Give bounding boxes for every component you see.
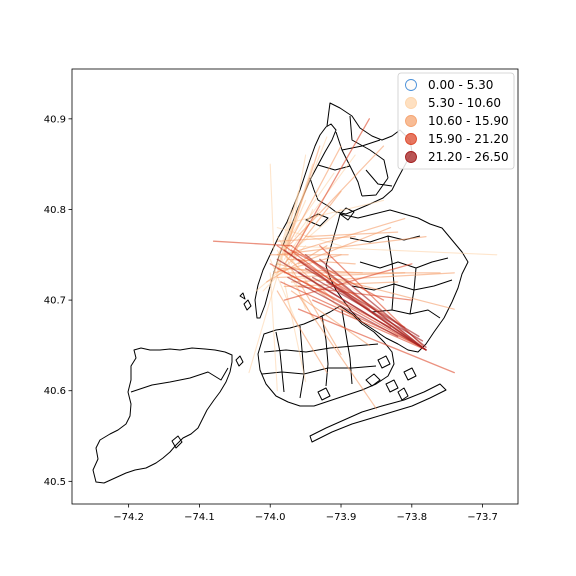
legend: 0.00 - 5.30 5.30 - 10.60 10.60 - 15.90 15.9…	[397, 72, 515, 170]
bronx-district-lines	[317, 115, 393, 197]
legend-marker	[405, 79, 417, 91]
flow-lines	[212, 118, 498, 410]
legend-label: 0.00 - 5.30	[428, 78, 493, 92]
rockaway-outline	[309, 383, 447, 443]
flow-line	[290, 249, 385, 301]
x-axis: −74.2 −74.1 −74.0 −73.9 −73.8 −73.7	[113, 504, 498, 523]
flow-line	[276, 236, 427, 256]
y-tick-label: 40.5	[44, 477, 66, 488]
legend-marker	[405, 115, 417, 127]
x-tick-label: −74.2	[113, 512, 144, 523]
flow-line	[304, 254, 427, 351]
flow-line	[283, 145, 321, 256]
y-tick-label: 40.9	[44, 114, 66, 125]
flow-line	[266, 245, 328, 283]
axes-frame	[71, 68, 519, 505]
flow-line	[311, 276, 424, 342]
flow-line	[287, 276, 399, 338]
legend-marker	[405, 151, 417, 163]
legend-label: 15.90 - 21.20	[428, 132, 509, 146]
legend-box	[397, 72, 515, 170]
legend-marker	[405, 97, 417, 109]
flow-line	[297, 308, 455, 374]
flow-line	[212, 240, 293, 247]
flow-line	[283, 254, 335, 301]
flow-line	[319, 258, 427, 348]
flow-line	[283, 245, 498, 256]
staten-island-outline	[92, 347, 233, 484]
legend-label: 10.60 - 15.90	[428, 114, 509, 128]
flow-line	[276, 236, 356, 242]
flow-line	[269, 272, 278, 392]
x-tick-label: −73.9	[326, 512, 357, 523]
y-axis: 40.5 40.6 40.7 40.8 40.9	[44, 114, 72, 488]
flow-line	[248, 263, 282, 374]
flow-line	[290, 118, 370, 256]
flow-line	[290, 290, 370, 347]
flow-line	[283, 217, 406, 256]
staten-island-marsh	[171, 435, 183, 449]
flow-line	[297, 258, 406, 328]
flow-line	[276, 272, 406, 279]
flow-line	[287, 199, 385, 224]
y-tick-label: 40.8	[44, 205, 66, 216]
x-tick-label: −73.7	[467, 512, 498, 523]
boundary-lines	[92, 102, 469, 484]
small-islands	[235, 292, 252, 367]
legend-marker	[405, 133, 417, 145]
y-tick-label: 40.7	[44, 296, 66, 307]
brooklyn-district-lines	[261, 309, 379, 399]
legend-label: 5.30 - 10.60	[428, 96, 501, 110]
x-tick-label: −73.8	[396, 512, 427, 523]
flow-line	[283, 145, 385, 251]
x-tick-label: −74.1	[184, 512, 215, 523]
flow-line	[276, 190, 300, 265]
y-tick-label: 40.6	[44, 386, 66, 397]
flow-line	[305, 231, 399, 238]
staten-island-district-line	[130, 367, 229, 393]
flow-line	[276, 263, 455, 310]
x-tick-label: −74.0	[255, 512, 286, 523]
flow-line	[273, 254, 342, 274]
flow-line	[269, 163, 275, 251]
flow-line	[297, 272, 427, 351]
flow-line	[326, 281, 427, 351]
flow-line	[312, 299, 427, 351]
plot-area	[71, 68, 519, 505]
flow-line	[290, 267, 342, 356]
legend-label: 21.20 - 26.50	[428, 150, 509, 164]
jamaica-bay-islands	[317, 355, 417, 401]
flow-line	[269, 258, 300, 328]
flow-line	[276, 290, 328, 374]
flow-line	[283, 208, 321, 260]
flow-line	[287, 145, 342, 247]
